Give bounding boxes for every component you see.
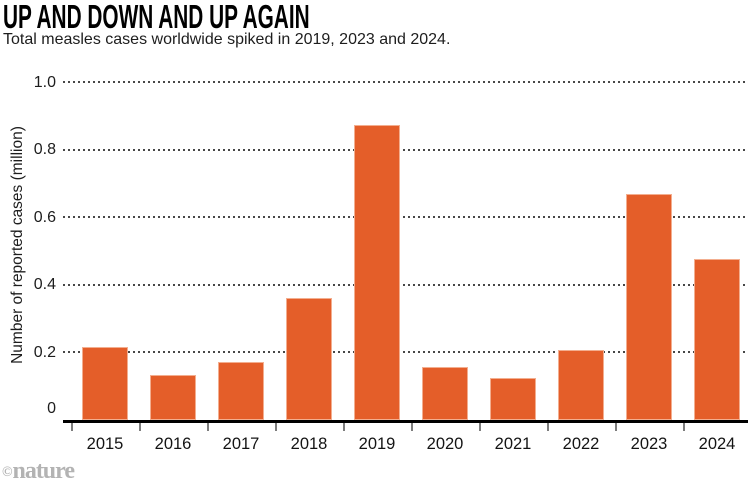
x-tick-label-2019: 2019 (358, 435, 396, 453)
x-tick-label-2021: 2021 (494, 435, 532, 453)
x-axis-tick (615, 423, 617, 431)
copyright-icon: © (2, 465, 13, 480)
x-axis-tick (411, 423, 413, 431)
x-axis-tick (207, 423, 209, 431)
bar-2023 (626, 193, 672, 420)
gridline-y-0.4 (63, 283, 748, 286)
x-axis-tick (683, 423, 685, 431)
bar-2021 (490, 378, 536, 420)
gridline-y-0.2 (63, 351, 748, 354)
plot-area: 2015 2016 2017 2018 2019 2020 2021 2022 2023 2024 (63, 81, 748, 453)
x-axis-tick (275, 423, 277, 431)
bar-2017 (218, 361, 264, 420)
gridline-y-1 (63, 81, 748, 83)
gridline-y-0.8 (63, 148, 748, 151)
bar-2018 (286, 298, 332, 420)
x-axis-tick (139, 423, 141, 431)
x-tick-label-2016: 2016 (154, 435, 192, 453)
bar-2022 (558, 350, 604, 420)
y-tick-label: 1.0 (33, 73, 56, 91)
y-tick-label: 0.4 (33, 276, 56, 294)
x-axis-tick (71, 423, 73, 431)
chart-title-text: UP AND DOWN AND UP AGAIN (3, 0, 310, 36)
bar-2015 (82, 347, 128, 420)
chart-subtitle: Total measles cases worldwide spiked in … (3, 31, 451, 48)
x-tick-label-2017: 2017 (222, 435, 260, 453)
x-tick-label-2015: 2015 (86, 435, 124, 453)
y-axis-tick-labels: 0 0.2 0.4 0.6 0.8 1.0 (0, 74, 56, 420)
bar-2016 (150, 375, 196, 420)
bar-2019 (354, 124, 400, 420)
bar-2020 (422, 366, 468, 420)
x-axis-line (63, 420, 748, 423)
gridline-y-0.6 (63, 216, 748, 219)
x-tick-label-2018: 2018 (290, 435, 328, 453)
y-tick-label: 0.8 (33, 141, 56, 159)
chart-title: UP AND DOWN AND UP AGAIN (3, 0, 475, 36)
x-tick-label-2024: 2024 (698, 435, 736, 453)
bar-2024 (694, 259, 740, 420)
y-tick-label: 0 (47, 400, 56, 417)
x-axis-tick (547, 423, 549, 431)
x-tick-label-2023: 2023 (630, 435, 668, 453)
x-axis-tick (479, 423, 481, 431)
y-tick-label: 0.6 (33, 208, 56, 226)
nature-logo-text: nature (12, 458, 75, 484)
nature-logo: ©nature (2, 458, 75, 485)
x-axis-tick (343, 423, 345, 431)
x-tick-label-2020: 2020 (426, 435, 464, 453)
x-tick-label-2022: 2022 (562, 435, 600, 453)
y-tick-label: 0.2 (33, 343, 56, 361)
